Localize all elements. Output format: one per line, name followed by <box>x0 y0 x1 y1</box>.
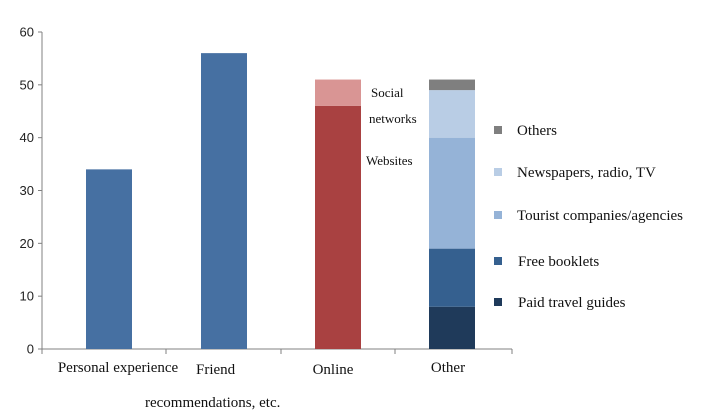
legend: Others Newspapers, radio, TV Tourist compa… <box>494 123 683 311</box>
y-tick-label: 40 <box>20 130 34 145</box>
y-tick-label: 20 <box>20 236 34 251</box>
annotation-websites: Websites <box>366 153 413 168</box>
bars <box>86 53 475 350</box>
bar-personal-experience <box>86 169 132 349</box>
legend-label-free-booklets: Free booklets <box>518 254 599 270</box>
bar-other-paid-travel-guides <box>429 306 475 349</box>
y-tick-label: 10 <box>20 289 34 304</box>
legend-label-tourist-companies-agencies: Tourist companies/agencies <box>517 208 683 224</box>
bar-other-newspapers-radio-tv <box>429 90 475 138</box>
y-tick-label: 30 <box>20 183 34 198</box>
legend-label-paid-travel-guides: Paid travel guides <box>518 295 626 311</box>
legend-swatch-paid-travel-guides <box>494 298 502 306</box>
x-category-label-line2: recommendations, etc. <box>145 395 280 411</box>
bar-online-social-networks <box>315 79 361 106</box>
annotation-social-networks: Social <box>371 85 404 100</box>
y-tick-label: 50 <box>20 77 34 92</box>
axes: 0 10 20 30 40 50 60 Personal experience Friend re… <box>20 25 513 411</box>
y-tick-label: 0 <box>27 342 34 357</box>
bar-other-free-booklets <box>429 248 475 307</box>
y-tick-label: 60 <box>20 25 34 40</box>
bar-friend <box>201 53 247 350</box>
x-category-label: Other <box>431 360 465 376</box>
annotations: Social networks Websites <box>366 85 417 168</box>
legend-label-newspapers-radio-tv: Newspapers, radio, TV <box>517 165 656 181</box>
x-category-label: Personal experience <box>58 360 179 376</box>
x-category-label: Online <box>313 362 354 378</box>
bar-other-others <box>429 79 475 91</box>
x-category-label: Friend <box>196 362 236 378</box>
legend-swatch-newspapers-radio-tv <box>494 168 502 176</box>
legend-swatch-free-booklets <box>494 257 502 265</box>
legend-swatch-others <box>494 126 502 134</box>
legend-label-others: Others <box>517 123 557 139</box>
annotation-social-networks: networks <box>369 111 417 126</box>
bar-online-websites <box>315 105 361 349</box>
legend-swatch-tourist-companies-agencies <box>494 211 502 219</box>
bar-other-tourist-companies-agencies <box>429 137 475 249</box>
